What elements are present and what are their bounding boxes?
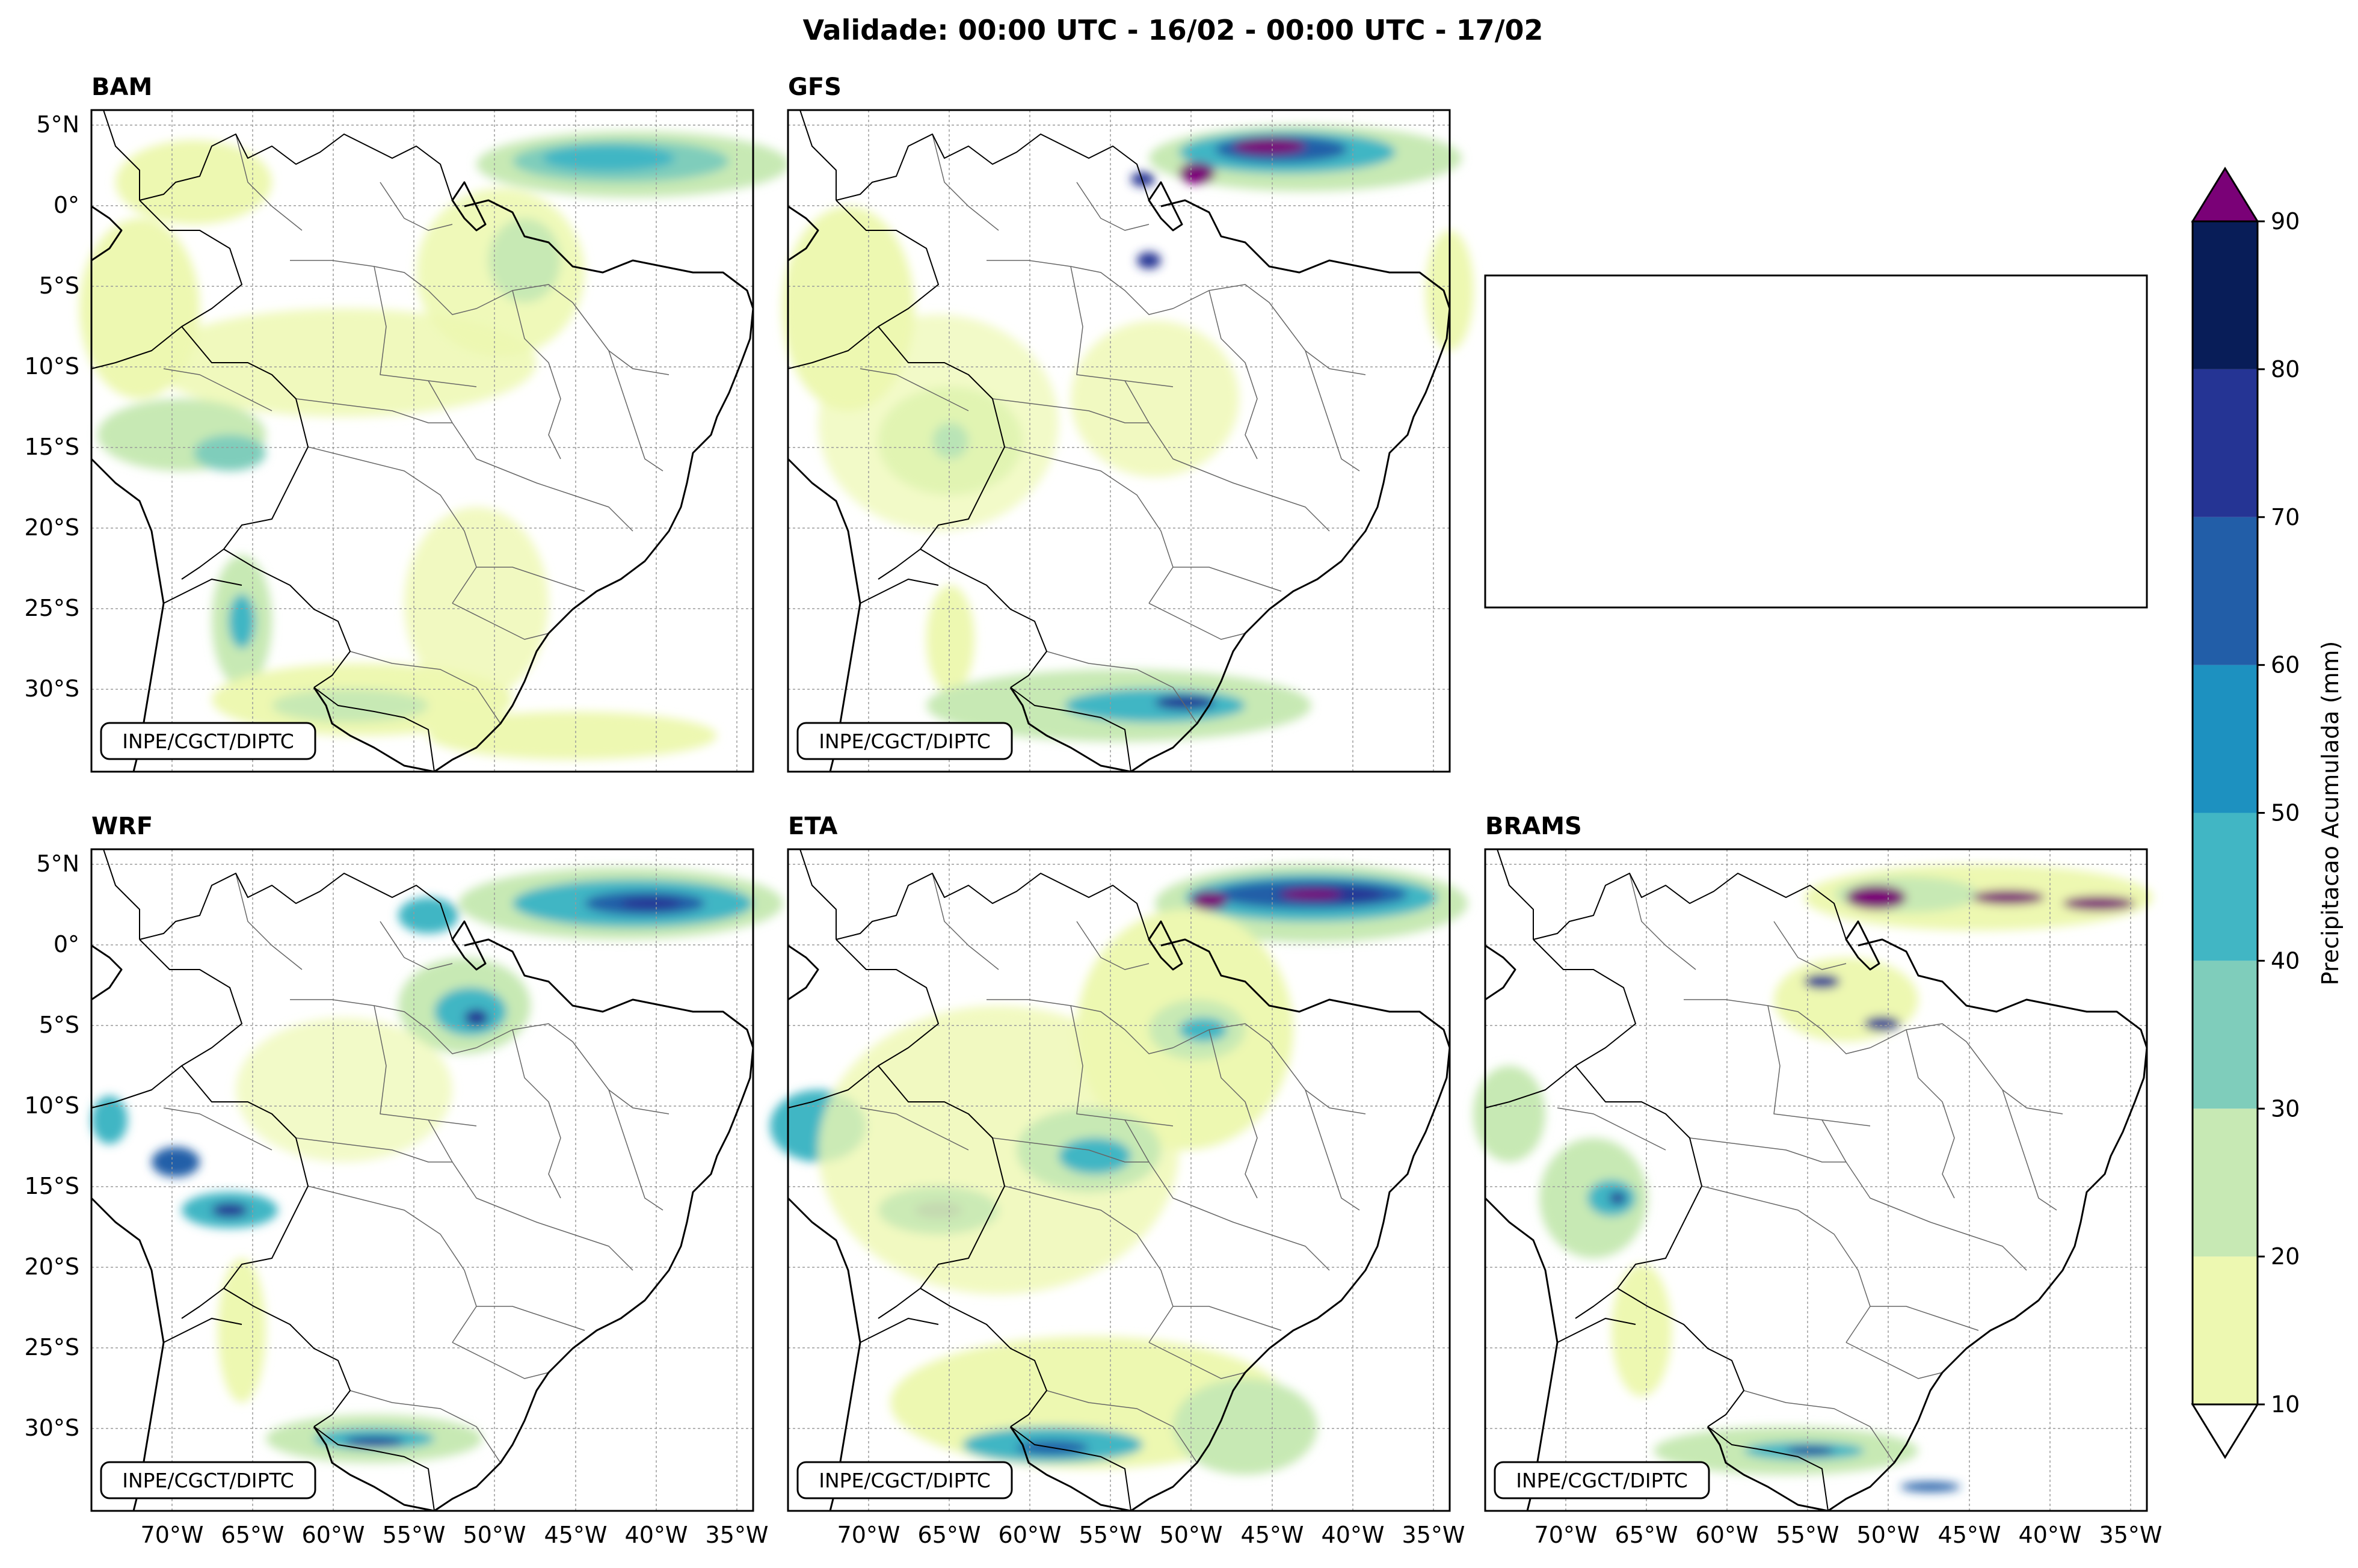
lon-tick: 45°W <box>544 1522 608 1548</box>
lat-tick: 30°S <box>25 675 79 702</box>
lon-tick: 40°W <box>1322 1522 1385 1548</box>
credit-badge: INPE/CGCT/DIPTC <box>1494 1461 1710 1499</box>
colorbar: 10 20 30 40 50 60 70 80 90 Precipitacao Acumulad… <box>2191 167 2344 1459</box>
figure-title: Validade: 00:00 UTC - 16/02 - 00:00 UTC … <box>802 14 1543 46</box>
lon-tick: 35°W <box>1402 1522 1465 1548</box>
colorbar-under-arrow <box>2191 1403 2259 1459</box>
panel-title-gfs: GFS <box>788 73 842 101</box>
lat-tick: 5°N <box>36 111 79 138</box>
lat-tick: 0° <box>54 931 79 958</box>
precip-field-eta <box>770 864 1468 1475</box>
lat-tick: 5°S <box>39 1012 79 1038</box>
colorbar-tick-label: 30 <box>2271 1095 2300 1122</box>
lon-axis-wrf: 70°W 65°W 60°W 55°W 50°W 45°W 40°W 35°W <box>141 1522 769 1548</box>
lon-tick: 40°W <box>625 1522 688 1548</box>
colorbar-tick-label: 60 <box>2271 652 2300 678</box>
colorbar-tick-label: 90 <box>2271 208 2300 235</box>
lat-tick: 10°S <box>25 353 79 380</box>
lat-tick: 20°S <box>25 514 79 541</box>
lon-tick: 65°W <box>1615 1522 1678 1548</box>
credit-label: INPE/CGCT/DIPTC <box>1516 1469 1688 1492</box>
credit-badge: INPE/CGCT/DIPTC <box>100 1461 316 1499</box>
lat-tick: 5°S <box>39 272 79 299</box>
lon-tick: 65°W <box>221 1522 285 1548</box>
credit-badge: INPE/CGCT/DIPTC <box>796 1461 1013 1499</box>
lat-axis-bottom: 5°N 0° 5°S 10°S 15°S 20°S 25°S 30°S <box>25 850 79 1441</box>
colorbar-tick-label: 10 <box>2271 1391 2300 1418</box>
lon-tick: 40°W <box>2019 1522 2082 1548</box>
lon-tick: 70°W <box>1535 1522 1598 1548</box>
lon-tick: 70°W <box>837 1522 900 1548</box>
lon-tick: 50°W <box>1160 1522 1223 1548</box>
colorbar-tick-label: 80 <box>2271 356 2300 383</box>
colorbar-segment <box>2193 813 2258 961</box>
credit-badge: INPE/CGCT/DIPTC <box>100 722 316 760</box>
credit-label: INPE/CGCT/DIPTC <box>819 730 991 753</box>
colorbar-segment <box>2193 517 2258 665</box>
map-panel-wrf <box>90 848 783 1512</box>
lon-tick: 50°W <box>1857 1522 1920 1548</box>
credit-label: INPE/CGCT/DIPTC <box>122 1469 294 1492</box>
colorbar-label: Precipitacao Acumulada (mm) <box>2317 641 2344 986</box>
lon-tick: 70°W <box>141 1522 204 1548</box>
colorbar-segment <box>2193 1108 2258 1257</box>
lon-tick: 60°W <box>302 1522 365 1548</box>
lat-tick: 20°S <box>25 1253 79 1280</box>
lon-axis-eta: 70°W 65°W 60°W 55°W 50°W 45°W 40°W 35°W <box>837 1522 1465 1548</box>
map-panel-gfs <box>782 109 1474 773</box>
precip-field-bam <box>79 131 789 760</box>
lon-axis-brams: 70°W 65°W 60°W 55°W 50°W 45°W 40°W 35°W <box>1535 1522 2163 1548</box>
credit-badge: INPE/CGCT/DIPTC <box>796 722 1013 760</box>
colorbar-segment <box>2193 221 2258 369</box>
lon-tick: 35°W <box>2099 1522 2163 1548</box>
map-panel-eta <box>770 848 1468 1512</box>
panel-title-wrf: WRF <box>91 813 153 840</box>
lon-tick: 65°W <box>918 1522 981 1548</box>
lat-tick: 15°S <box>25 1173 79 1199</box>
map-panel-bam <box>79 109 789 773</box>
colorbar-segment <box>2193 665 2258 813</box>
lon-tick: 55°W <box>1776 1522 1839 1548</box>
colorbar-tick-label: 50 <box>2271 800 2300 826</box>
lat-tick: 25°S <box>25 1334 79 1360</box>
map-panel-brams <box>1473 848 2153 1512</box>
lat-axis-top: 5°N 0° 5°S 10°S 15°S 20°S 25°S 30°S <box>25 111 79 702</box>
lat-tick: 30°S <box>25 1415 79 1441</box>
lat-tick: 5°N <box>36 850 79 877</box>
lon-tick: 50°W <box>463 1522 526 1548</box>
colorbar-segment <box>2193 369 2258 517</box>
lat-tick: 10°S <box>25 1092 79 1119</box>
panel-title-bam: BAM <box>91 73 152 101</box>
lon-tick: 45°W <box>1938 1522 2001 1548</box>
precip-field-gfs <box>782 125 1474 742</box>
precip-field-wrf <box>91 867 783 1463</box>
colorbar-tick-label: 70 <box>2271 504 2300 530</box>
lon-tick: 35°W <box>706 1522 769 1548</box>
lon-tick: 45°W <box>1241 1522 1304 1548</box>
panel-title-brams: BRAMS <box>1485 813 1582 840</box>
colorbar-tick-label: 40 <box>2271 947 2300 974</box>
lon-tick: 55°W <box>1079 1522 1142 1548</box>
lon-tick: 60°W <box>999 1522 1062 1548</box>
panel-title-eta: ETA <box>788 813 838 840</box>
lat-tick: 25°S <box>25 595 79 621</box>
lat-tick: 15°S <box>25 434 79 460</box>
lat-tick: 0° <box>54 192 79 218</box>
map-panel-empty <box>1484 274 2148 609</box>
credit-label: INPE/CGCT/DIPTC <box>819 1469 991 1492</box>
colorbar-tick-label: 20 <box>2271 1243 2300 1270</box>
lon-tick: 55°W <box>383 1522 446 1548</box>
credit-label: INPE/CGCT/DIPTC <box>122 730 294 753</box>
colorbar-segment <box>2193 1256 2258 1404</box>
lon-tick: 60°W <box>1696 1522 1759 1548</box>
colorbar-segment <box>2193 961 2258 1109</box>
precip-field-brams <box>1473 864 2153 1492</box>
colorbar-over-arrow <box>2191 167 2259 223</box>
